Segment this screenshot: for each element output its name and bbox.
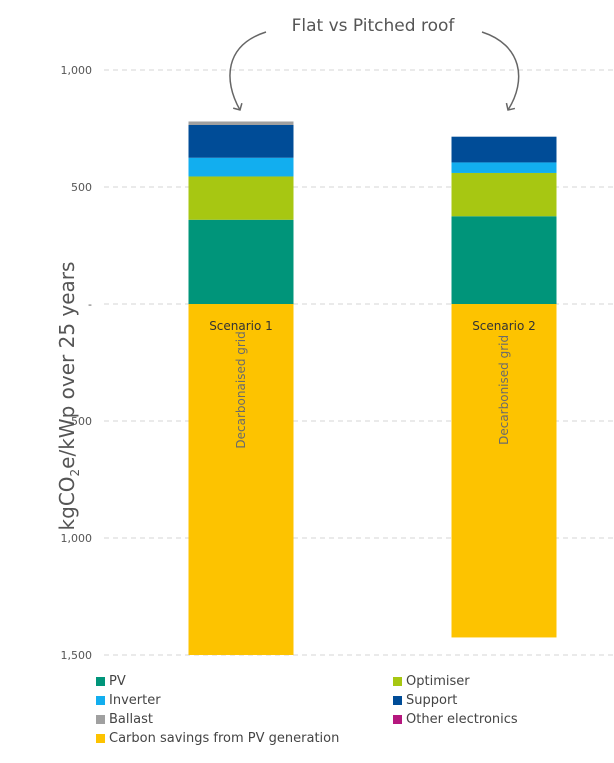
legend-label: Support <box>406 693 458 708</box>
bar-segment <box>451 172 557 217</box>
legend-label: PV <box>109 674 126 689</box>
legend-label: Ballast <box>109 712 153 727</box>
y-tick-label: 1,000 <box>61 64 93 77</box>
legend-label: Other electronics <box>406 712 518 727</box>
bar-segment <box>451 216 557 304</box>
legend-item: Support <box>393 693 457 708</box>
legend: PV Optimiser Inverter Support Ballast Other e… <box>96 674 596 762</box>
legend-swatch <box>96 734 105 743</box>
legend-label: Inverter <box>109 693 161 708</box>
category-label: Scenario 2 <box>472 319 536 333</box>
annotation-text: Flat vs Pitched roof <box>292 16 456 36</box>
bar-segment <box>188 157 294 177</box>
bars <box>188 121 557 655</box>
legend-swatch <box>393 696 402 705</box>
legend-swatch <box>393 715 402 724</box>
y-axis-ticks: 1,000 500 - -500 1,000 1,500 <box>61 64 93 662</box>
bar-segment <box>451 304 557 638</box>
bar-segment <box>188 304 294 655</box>
legend-item: Other electronics <box>393 712 518 727</box>
annotation-arrow-left <box>229 31 267 111</box>
bar-segment <box>451 162 557 173</box>
y-tick-label: - <box>88 298 92 311</box>
bar-inner-label: Decarbonised grid <box>497 335 511 445</box>
y-axis-label: kgCO2e/kWp over 25 years <box>55 262 82 531</box>
y-tick-label: -500 <box>67 415 92 428</box>
bar-segment <box>188 176 294 220</box>
legend-item: PV <box>96 674 126 689</box>
bar-segment <box>188 219 294 304</box>
legend-label: Carbon savings from PV generation <box>109 731 340 746</box>
legend-item: Inverter <box>96 693 161 708</box>
bar-segment <box>451 136 557 163</box>
legend-swatch <box>96 715 105 724</box>
legend-label: Optimiser <box>406 674 470 689</box>
y-tick-label: 1,500 <box>61 649 93 662</box>
legend-item: Optimiser <box>393 674 470 689</box>
legend-swatch <box>96 696 105 705</box>
legend-item: Ballast <box>96 712 153 727</box>
annotation-arrow-right <box>481 31 520 111</box>
y-tick-label: 500 <box>71 181 92 194</box>
bar-segment <box>188 121 294 125</box>
legend-swatch <box>96 677 105 686</box>
legend-item: Carbon savings from PV generation <box>96 731 339 746</box>
category-label: Scenario 1 <box>209 319 273 333</box>
legend-swatch <box>393 677 402 686</box>
y-tick-label: 1,000 <box>61 532 93 545</box>
bar-segment <box>188 124 294 158</box>
bar-inner-label: Decarbonaised grid <box>234 331 248 448</box>
